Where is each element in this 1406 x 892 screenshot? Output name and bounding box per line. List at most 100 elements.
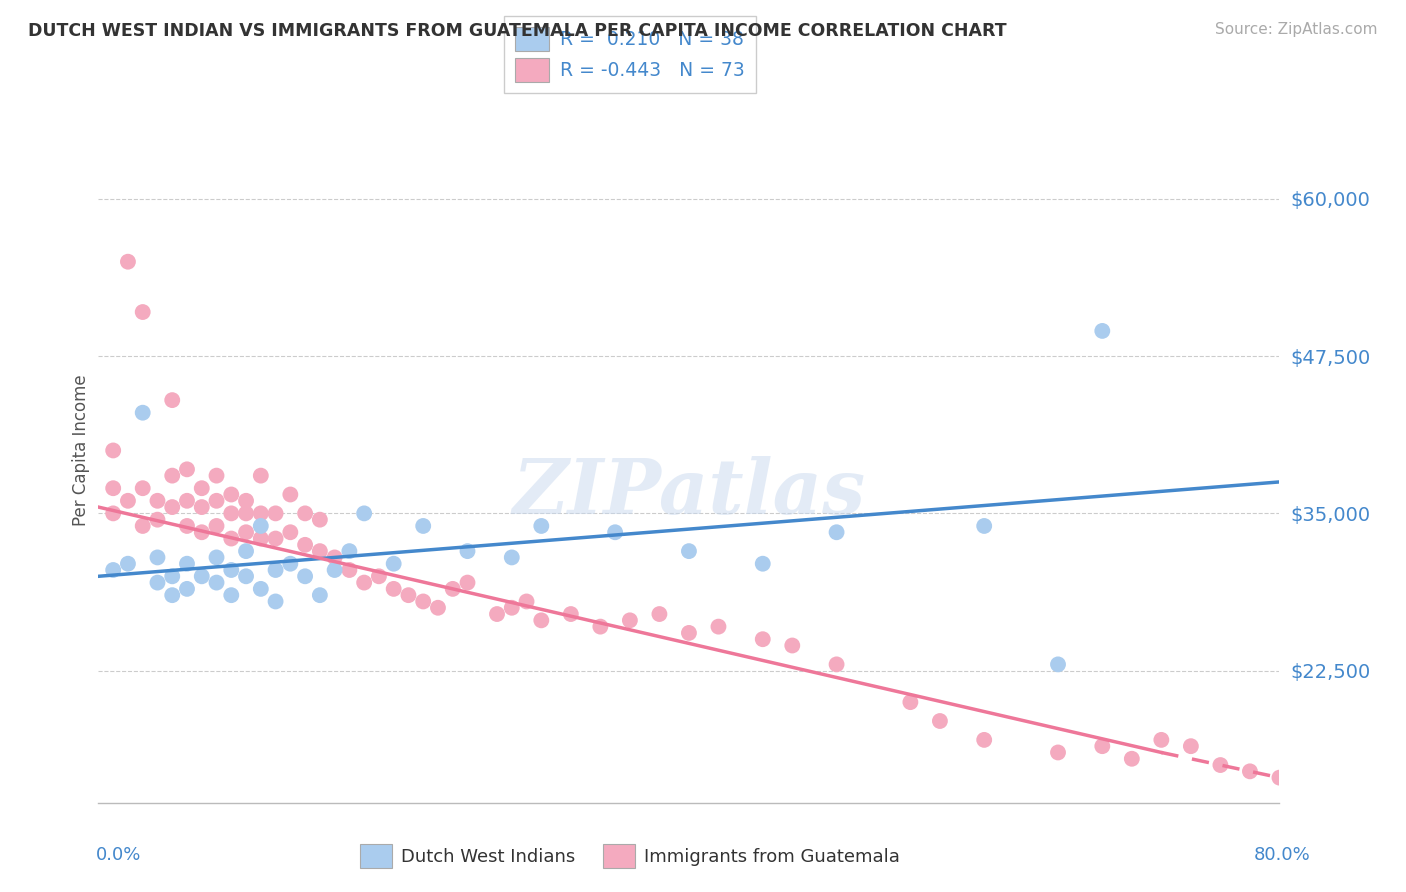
Point [501, 550, 523, 565]
Y-axis label: Per Capita Income: Per Capita Income [72, 375, 90, 526]
Point [900, 695, 922, 709]
Text: ZIPatlas: ZIPatlas [512, 456, 866, 530]
Point [294, 507, 316, 521]
Point [339, 563, 361, 577]
Point [294, 569, 316, 583]
Point [589, 619, 612, 633]
Point [501, 600, 523, 615]
Point [1209, 758, 1232, 772]
Point [560, 607, 582, 621]
Point [103, 481, 125, 495]
Point [353, 507, 375, 521]
Text: 0.0%: 0.0% [96, 846, 141, 863]
Point [132, 519, 155, 533]
Point [162, 569, 183, 583]
Point [146, 513, 169, 527]
Point [678, 544, 700, 558]
Point [825, 657, 848, 672]
Point [221, 588, 243, 602]
Point [235, 569, 257, 583]
Point [250, 468, 273, 483]
Point [205, 493, 228, 508]
Point [1046, 746, 1070, 760]
Point [457, 544, 479, 558]
Point [146, 550, 169, 565]
Point [221, 487, 243, 501]
Point [973, 732, 995, 747]
Point [1239, 764, 1261, 779]
Point [132, 406, 155, 420]
Point [1091, 739, 1114, 754]
Point [1180, 739, 1202, 754]
Point [412, 594, 434, 608]
Point [530, 519, 553, 533]
Point [117, 557, 139, 571]
Point [146, 575, 169, 590]
Point [707, 619, 730, 633]
Point [1046, 657, 1070, 672]
Point [309, 513, 332, 527]
Point [752, 557, 775, 571]
Point [103, 563, 125, 577]
Point [132, 305, 155, 319]
Point [530, 613, 553, 627]
Point [176, 519, 198, 533]
Point [103, 507, 125, 521]
Point [973, 519, 995, 533]
Point [323, 563, 346, 577]
Point [176, 557, 198, 571]
Point [221, 532, 243, 546]
Point [250, 507, 273, 521]
Point [619, 613, 641, 627]
Point [205, 550, 228, 565]
Point [117, 493, 139, 508]
Point [176, 493, 198, 508]
Text: 80.0%: 80.0% [1254, 846, 1310, 863]
Point [929, 714, 952, 728]
Point [1091, 324, 1114, 338]
Point [486, 607, 509, 621]
Point [235, 507, 257, 521]
Point [205, 519, 228, 533]
Point [752, 632, 775, 647]
Point [146, 493, 169, 508]
Point [250, 519, 273, 533]
Point [309, 544, 332, 558]
Point [162, 500, 183, 514]
Point [648, 607, 671, 621]
Point [162, 468, 183, 483]
Point [782, 639, 804, 653]
Point [353, 575, 375, 590]
Point [825, 525, 848, 540]
Point [176, 582, 198, 596]
Point [205, 575, 228, 590]
Point [191, 481, 214, 495]
Point [191, 500, 214, 514]
Point [323, 550, 346, 565]
Point [235, 525, 257, 540]
Point [1121, 752, 1143, 766]
Point [382, 557, 405, 571]
Point [162, 588, 183, 602]
Point [264, 594, 287, 608]
Point [1268, 771, 1291, 785]
Text: DUTCH WEST INDIAN VS IMMIGRANTS FROM GUATEMALA PER CAPITA INCOME CORRELATION CHA: DUTCH WEST INDIAN VS IMMIGRANTS FROM GUA… [28, 22, 1007, 40]
Point [132, 481, 155, 495]
Point [516, 594, 538, 608]
Point [427, 600, 450, 615]
Point [191, 569, 214, 583]
Point [368, 569, 391, 583]
Point [382, 582, 405, 596]
Point [221, 507, 243, 521]
Text: Source: ZipAtlas.com: Source: ZipAtlas.com [1215, 22, 1378, 37]
Point [294, 538, 316, 552]
Legend: Dutch West Indians, Immigrants from Guatemala: Dutch West Indians, Immigrants from Guat… [353, 838, 907, 875]
Point [221, 563, 243, 577]
Point [1150, 732, 1173, 747]
Point [412, 519, 434, 533]
Point [678, 626, 700, 640]
Point [457, 575, 479, 590]
Point [280, 487, 302, 501]
Point [103, 443, 125, 458]
Point [250, 582, 273, 596]
